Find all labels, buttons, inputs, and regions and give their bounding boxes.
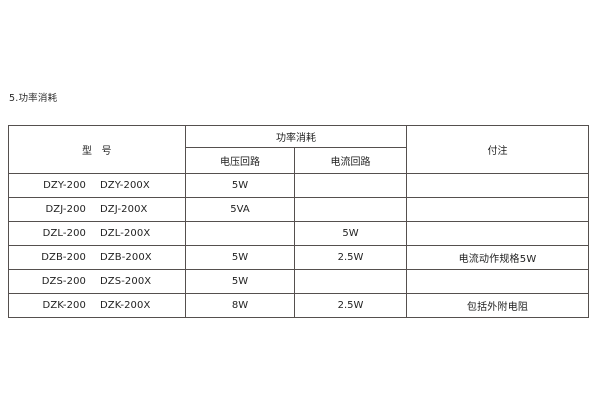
table-row: DZK-200 DZK-200X 8W 2.5W 包括外附电阻 xyxy=(8,293,589,318)
cell-voltage-circuit: 5VA xyxy=(185,197,295,222)
column-header-power-consumption: 功率消耗 xyxy=(185,125,407,148)
model-code-primary: DZS-200 xyxy=(41,276,86,287)
column-header-remark: 付注 xyxy=(406,125,589,174)
model-code-primary: DZJ-200 xyxy=(45,204,86,215)
cell-remark: 电流动作规格5W xyxy=(406,245,589,270)
section-title: 5.功率消耗 xyxy=(9,93,58,104)
cell-voltage-circuit: 8W xyxy=(185,293,295,318)
table-row: DZJ-200 DZJ-200X 5VA xyxy=(8,197,589,222)
model-code-secondary: DZL-200X xyxy=(100,228,151,239)
column-header-voltage-circuit: 电压回路 xyxy=(185,147,295,174)
table-row: DZB-200 DZB-200X 5W 2.5W 电流动作规格5W xyxy=(8,245,589,270)
cell-remark xyxy=(406,197,589,222)
cell-current-circuit xyxy=(294,269,407,294)
table-body: DZY-200 DZY-200X 5W DZJ-200 DZJ-200X 5VA xyxy=(8,173,589,318)
cell-voltage-circuit xyxy=(185,221,295,246)
cell-model: DZL-200 DZL-200X xyxy=(8,221,186,246)
model-code-primary: DZK-200 xyxy=(42,300,86,311)
cell-current-circuit: 2.5W xyxy=(294,245,407,270)
cell-current-circuit: 5W xyxy=(294,221,407,246)
table-header-row-2: 电压回路 电流回路 xyxy=(9,147,589,174)
model-code-primary: DZB-200 xyxy=(41,252,86,263)
column-header-model-left: 型 xyxy=(82,146,93,157)
column-header-current-circuit: 电流回路 xyxy=(294,147,407,174)
column-header-model-right: 号 xyxy=(101,146,112,157)
cell-remark: 包括外附电阻 xyxy=(406,293,589,318)
cell-voltage-circuit: 5W xyxy=(185,269,295,294)
cell-voltage-circuit: 5W xyxy=(185,173,295,198)
model-code-secondary: DZY-200X xyxy=(100,180,150,191)
power-consumption-table: 型号 功率消耗 付注 电压回路 电流回路 DZY-200 DZY-200X 5W xyxy=(8,125,589,318)
table-row: DZY-200 DZY-200X 5W xyxy=(8,173,589,198)
table-header-row-1: 型号 功率消耗 付注 xyxy=(8,125,589,174)
model-code-primary: DZY-200 xyxy=(43,180,86,191)
cell-model: DZY-200 DZY-200X xyxy=(8,173,186,198)
table-row: DZL-200 DZL-200X 5W xyxy=(8,221,589,246)
cell-remark xyxy=(406,221,589,246)
cell-model: DZJ-200 DZJ-200X xyxy=(8,197,186,222)
cell-model: DZK-200 DZK-200X xyxy=(8,293,186,318)
cell-current-circuit: 2.5W xyxy=(294,293,407,318)
cell-current-circuit xyxy=(294,173,407,198)
column-header-model: 型号 xyxy=(8,125,186,174)
cell-model: DZB-200 DZB-200X xyxy=(8,245,186,270)
model-code-secondary: DZB-200X xyxy=(100,252,152,263)
table-header: 型号 功率消耗 付注 电压回路 电流回路 xyxy=(8,125,589,174)
cell-remark xyxy=(406,269,589,294)
power-consumption-table-wrapper: 型号 功率消耗 付注 电压回路 电流回路 DZY-200 DZY-200X 5W xyxy=(8,125,589,318)
model-code-secondary: DZJ-200X xyxy=(100,204,148,215)
cell-model: DZS-200 DZS-200X xyxy=(8,269,186,294)
model-code-secondary: DZK-200X xyxy=(100,300,151,311)
cell-current-circuit xyxy=(294,197,407,222)
table-row: DZS-200 DZS-200X 5W xyxy=(8,269,589,294)
model-code-secondary: DZS-200X xyxy=(100,276,152,287)
cell-remark xyxy=(406,173,589,198)
model-code-primary: DZL-200 xyxy=(42,228,86,239)
cell-voltage-circuit: 5W xyxy=(185,245,295,270)
